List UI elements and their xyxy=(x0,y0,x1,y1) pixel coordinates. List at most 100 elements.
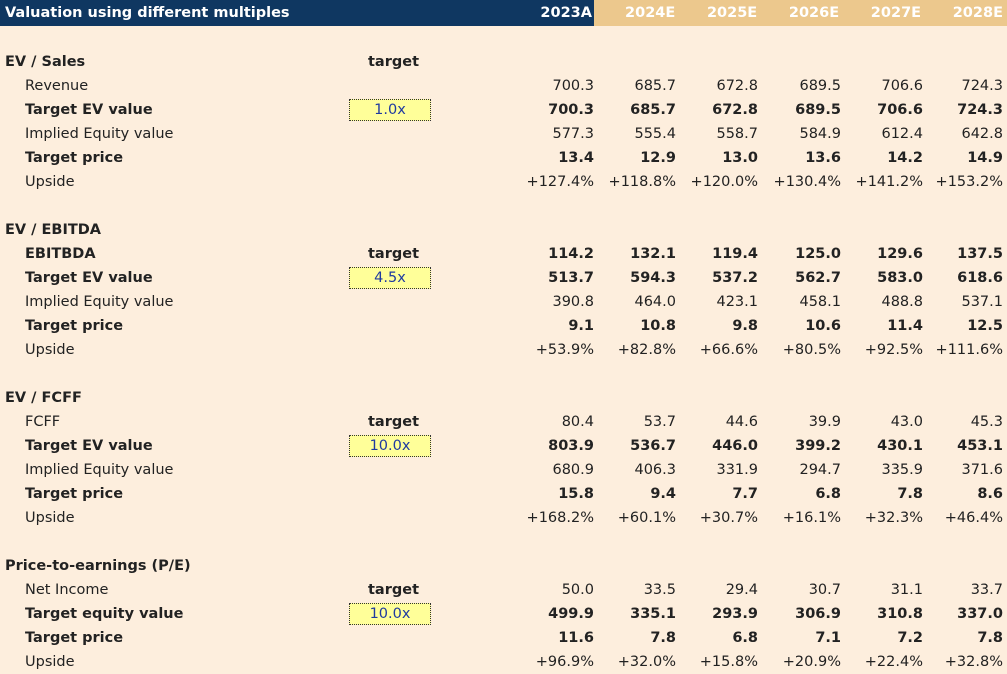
value-cell[interactable]: +80.5% xyxy=(782,342,841,358)
value-cell[interactable]: 390.8 xyxy=(552,294,594,310)
value-cell[interactable]: 7.1 xyxy=(815,630,841,646)
value-cell[interactable]: 80.4 xyxy=(561,414,594,430)
table-row[interactable]: Upside +53.9% +82.8% +66.6% +80.5% +92.5% +11… xyxy=(0,338,1007,362)
table-row[interactable]: Implied Equity value 680.9 406.3 331.9 294.… xyxy=(0,458,1007,482)
year-2028E[interactable]: 2028E xyxy=(952,5,1003,21)
value-cell[interactable]: 45.3 xyxy=(970,414,1003,430)
sheet-title-cell[interactable]: Valuation using different multiples 2023… xyxy=(0,0,594,26)
value-cell[interactable]: +141.2% xyxy=(855,174,923,190)
value-cell[interactable]: 335.9 xyxy=(881,462,923,478)
year-2026E[interactable]: 2026E xyxy=(788,5,840,21)
year-2027E[interactable]: 2027E xyxy=(870,5,922,21)
value-cell[interactable]: 399.2 xyxy=(795,438,841,454)
value-cell[interactable]: +120.0% xyxy=(690,174,758,190)
value-cell[interactable]: +32.0% xyxy=(617,654,676,670)
value-cell[interactable]: 50.0 xyxy=(561,582,594,598)
table-row[interactable]: Upside +168.2% +60.1% +30.7% +16.1% +32.3% +4… xyxy=(0,506,1007,530)
value-cell[interactable]: +60.1% xyxy=(617,510,676,526)
value-cell[interactable]: +153.2% xyxy=(935,174,1003,190)
value-cell[interactable]: +96.9% xyxy=(535,654,594,670)
value-cell[interactable]: 689.5 xyxy=(795,102,841,118)
table-row[interactable]: Revenue 700.3 685.7 672.8 689.5 706.6 724.3 xyxy=(0,74,1007,98)
value-cell[interactable]: 700.3 xyxy=(548,102,594,118)
value-cell[interactable]: 7.8 xyxy=(897,486,923,502)
table-row[interactable]: Target price 13.4 12.9 13.0 13.6 14.2 14.9 xyxy=(0,146,1007,170)
value-cell[interactable]: 612.4 xyxy=(881,126,923,142)
value-cell[interactable]: +22.4% xyxy=(864,654,923,670)
value-cell[interactable]: 337.0 xyxy=(957,606,1003,622)
value-cell[interactable]: 672.8 xyxy=(716,78,758,94)
value-cell[interactable]: 672.8 xyxy=(712,102,758,118)
value-cell[interactable]: 306.9 xyxy=(795,606,841,622)
value-cell[interactable]: 335.1 xyxy=(630,606,676,622)
value-cell[interactable]: 499.9 xyxy=(548,606,594,622)
value-cell[interactable]: 12.5 xyxy=(967,318,1003,334)
value-cell[interactable]: 558.7 xyxy=(716,126,758,142)
value-cell[interactable]: 706.6 xyxy=(881,78,923,94)
value-cell[interactable]: 555.4 xyxy=(634,126,676,142)
value-cell[interactable]: 53.7 xyxy=(643,414,676,430)
value-cell[interactable]: 14.2 xyxy=(887,150,923,166)
value-cell[interactable]: 706.6 xyxy=(877,102,923,118)
multiple-input[interactable]: 10.0x xyxy=(349,603,431,625)
value-cell[interactable]: 7.7 xyxy=(732,486,758,502)
table-row[interactable]: Target price 11.6 7.8 6.8 7.1 7.2 7.8 xyxy=(0,626,1007,650)
table-row[interactable]: Target equity value 10.0x 499.9 335.1 293.… xyxy=(0,602,1007,626)
value-cell[interactable]: 803.9 xyxy=(548,438,594,454)
value-cell[interactable]: 724.3 xyxy=(957,102,1003,118)
value-cell[interactable]: 39.9 xyxy=(808,414,841,430)
value-cell[interactable]: 9.1 xyxy=(568,318,594,334)
value-cell[interactable]: +32.3% xyxy=(864,510,923,526)
value-cell[interactable]: 685.7 xyxy=(630,102,676,118)
value-cell[interactable]: 10.8 xyxy=(640,318,676,334)
value-cell[interactable]: 13.6 xyxy=(805,150,841,166)
year-2025E[interactable]: 2025E xyxy=(706,5,758,21)
value-cell[interactable]: 513.7 xyxy=(548,270,594,286)
table-row[interactable]: Upside +127.4% +118.8% +120.0% +130.4% +141.… xyxy=(0,170,1007,194)
value-cell[interactable]: +168.2% xyxy=(526,510,594,526)
year-2024E[interactable]: 2024E xyxy=(625,5,676,21)
value-cell[interactable]: 577.3 xyxy=(552,126,594,142)
value-cell[interactable]: 689.5 xyxy=(799,78,841,94)
value-cell[interactable]: 310.8 xyxy=(877,606,923,622)
multiple-input[interactable]: 4.5x xyxy=(349,267,431,289)
value-cell[interactable]: 536.7 xyxy=(630,438,676,454)
value-cell[interactable]: +82.8% xyxy=(617,342,676,358)
value-cell[interactable]: 11.4 xyxy=(887,318,923,334)
value-cell[interactable]: 700.3 xyxy=(552,78,594,94)
value-cell[interactable]: 537.2 xyxy=(712,270,758,286)
value-cell[interactable]: 6.8 xyxy=(815,486,841,502)
value-cell[interactable]: 453.1 xyxy=(957,438,1003,454)
value-cell[interactable]: 14.9 xyxy=(967,150,1003,166)
value-cell[interactable]: 685.7 xyxy=(634,78,676,94)
value-cell[interactable]: 33.7 xyxy=(970,582,1003,598)
value-cell[interactable]: 114.2 xyxy=(548,246,594,262)
value-cell[interactable]: 464.0 xyxy=(634,294,676,310)
value-cell[interactable]: 30.7 xyxy=(808,582,841,598)
value-cell[interactable]: 294.7 xyxy=(799,462,841,478)
table-row[interactable]: Net Income target 50.0 33.5 29.4 30.7 31.1 33… xyxy=(0,578,1007,602)
value-cell[interactable]: +16.1% xyxy=(782,510,841,526)
value-cell[interactable]: 12.9 xyxy=(640,150,676,166)
value-cell[interactable]: +130.4% xyxy=(773,174,841,190)
value-cell[interactable]: 371.6 xyxy=(961,462,1003,478)
value-cell[interactable]: 15.8 xyxy=(558,486,594,502)
multiple-input[interactable]: 10.0x xyxy=(349,435,431,457)
table-row[interactable]: FCFF target 80.4 53.7 44.6 39.9 43.0 45.3 xyxy=(0,410,1007,434)
value-cell[interactable]: 594.3 xyxy=(630,270,676,286)
value-cell[interactable]: +111.6% xyxy=(935,342,1003,358)
value-cell[interactable]: 430.1 xyxy=(877,438,923,454)
value-cell[interactable]: 537.1 xyxy=(961,294,1003,310)
value-cell[interactable]: 562.7 xyxy=(795,270,841,286)
table-row[interactable]: Target price 9.1 10.8 9.8 10.6 11.4 12.5 xyxy=(0,314,1007,338)
table-row[interactable]: Target EV value 1.0x 700.3 685.7 672.8 689.… xyxy=(0,98,1007,122)
value-cell[interactable]: +20.9% xyxy=(782,654,841,670)
value-cell[interactable]: 584.9 xyxy=(799,126,841,142)
value-cell[interactable]: 618.6 xyxy=(957,270,1003,286)
value-cell[interactable]: +66.6% xyxy=(699,342,758,358)
value-cell[interactable]: +32.8% xyxy=(944,654,1003,670)
table-row[interactable]: Implied Equity value 577.3 555.4 558.7 584.… xyxy=(0,122,1007,146)
value-cell[interactable]: 642.8 xyxy=(961,126,1003,142)
value-cell[interactable]: 7.2 xyxy=(897,630,923,646)
multiple-input[interactable]: 1.0x xyxy=(349,99,431,121)
